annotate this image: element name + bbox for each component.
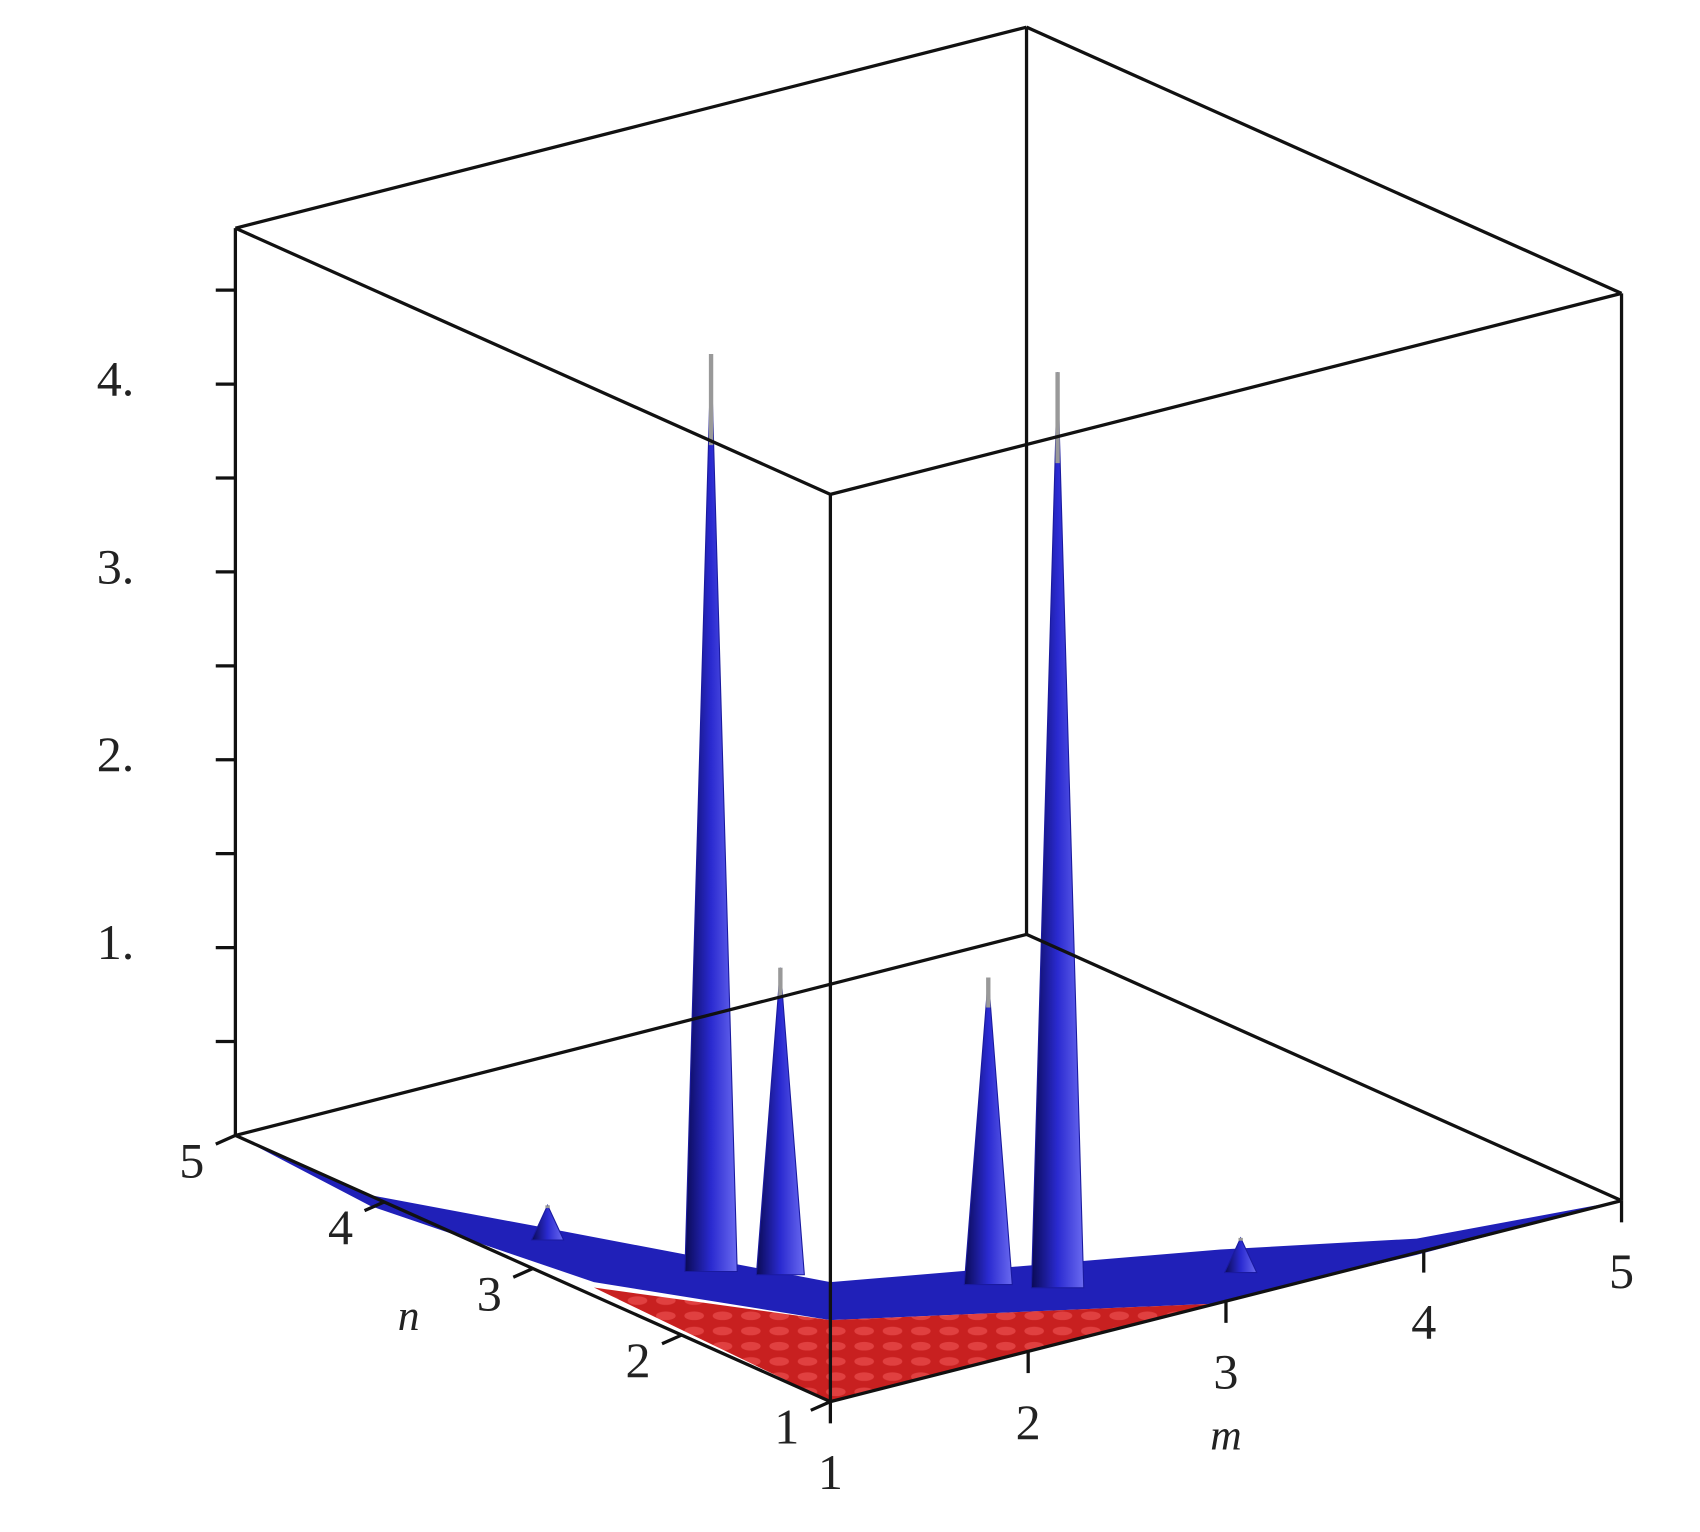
peak: [963, 977, 1013, 1286]
box-edge: [1025, 25, 1623, 295]
z-tick-label: 1.: [97, 914, 135, 970]
box-edge: [234, 1133, 832, 1404]
box-edge: [234, 932, 1027, 1137]
y-tick: [810, 1400, 832, 1412]
x-axis-label: m: [1210, 1412, 1241, 1460]
z-tick-label: 2.: [97, 726, 135, 782]
box-edge: [234, 25, 1027, 230]
x-tick-label: 1: [818, 1444, 843, 1500]
y-tick: [363, 1200, 385, 1213]
box-edge: [234, 226, 832, 496]
peak: [755, 967, 805, 1276]
peak: [530, 1204, 565, 1241]
x-tick-label: 3: [1213, 1344, 1238, 1400]
surface-low-region: [593, 1287, 1210, 1402]
y-tick-label: 1: [774, 1399, 799, 1455]
x-tick-label: 4: [1411, 1293, 1436, 1349]
y-tick-label: 3: [477, 1265, 502, 1321]
y-axis-label: n: [398, 1292, 420, 1340]
surface-base: [235, 1135, 1622, 1402]
y-tick: [512, 1267, 534, 1279]
y-tick: [661, 1333, 683, 1346]
z-tick-label: 4.: [97, 351, 135, 407]
y-tick-label: 5: [179, 1132, 204, 1188]
y-tick-label: 2: [626, 1332, 651, 1388]
peak: [1030, 372, 1085, 1289]
y-tick-label: 4: [328, 1199, 353, 1255]
x-tick-label: 5: [1609, 1243, 1634, 1299]
box-edge: [829, 291, 1622, 496]
peak: [684, 353, 738, 1273]
peak: [1223, 1236, 1258, 1274]
surface-floor: [235, 1135, 1622, 1321]
z-tick-label: 3.: [97, 538, 135, 594]
y-tick: [215, 1133, 237, 1146]
box-edge: [1025, 932, 1623, 1203]
x-tick-label: 2: [1016, 1394, 1041, 1450]
